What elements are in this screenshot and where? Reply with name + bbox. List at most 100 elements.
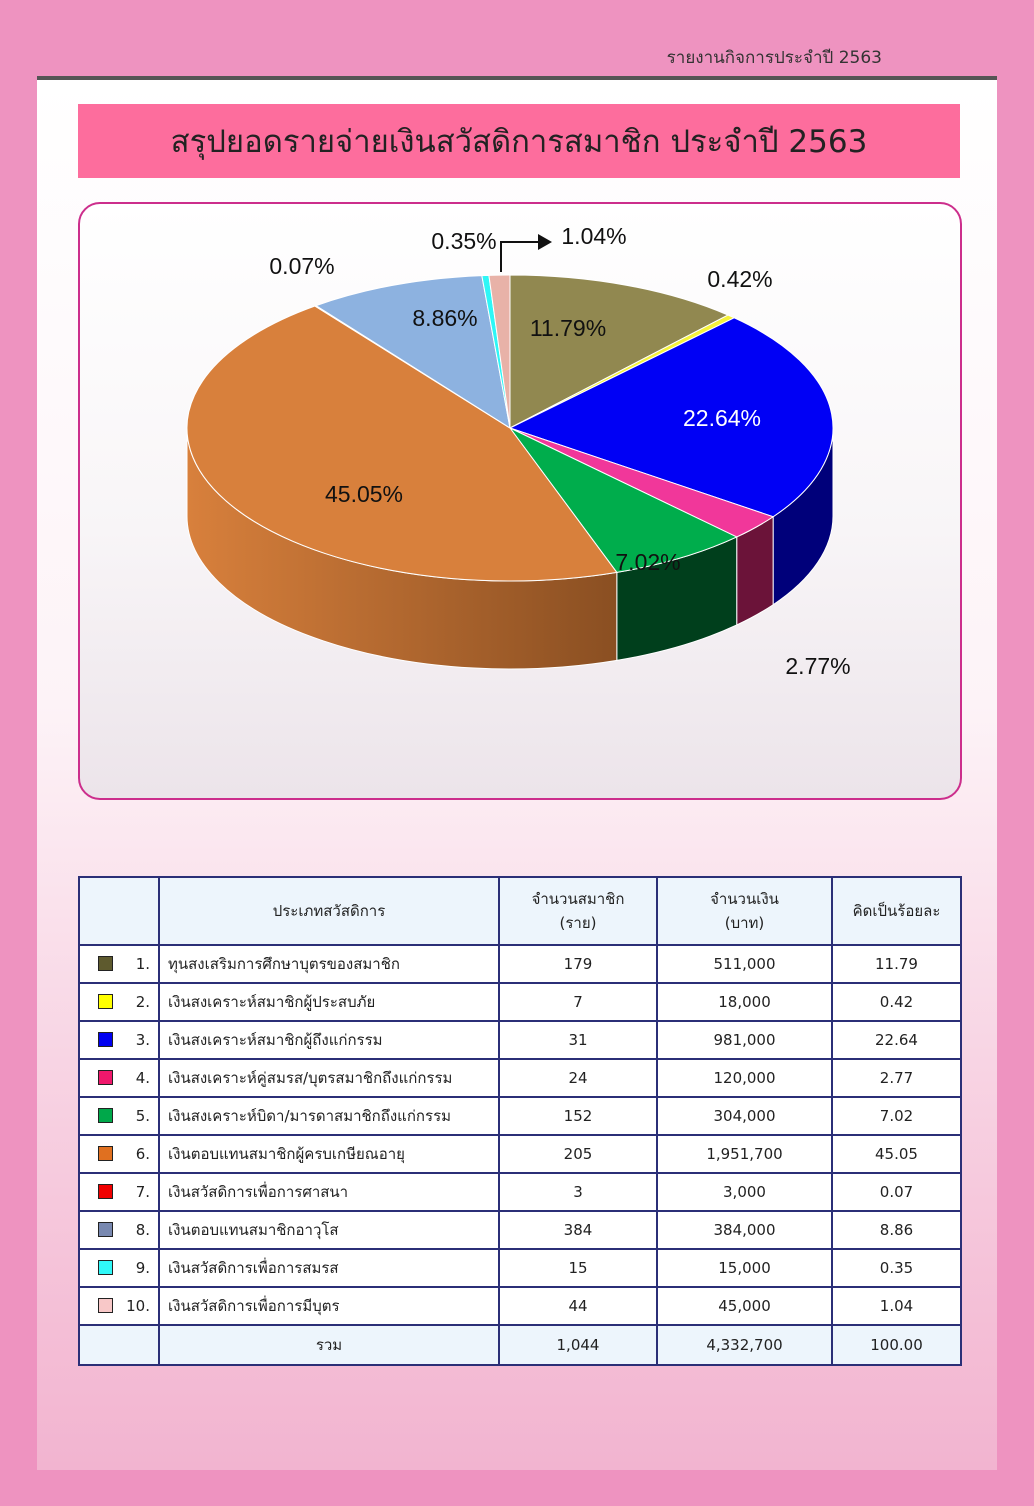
row-amount: 384,000 [656,1210,833,1250]
pie-slice-label: 8.86% [412,305,477,331]
pie-slice-label: 2.77% [785,653,850,679]
row-percent: 2.77 [831,1058,962,1098]
row-number: 7. [135,1183,150,1201]
row-members: 44 [498,1286,658,1326]
row-percent: 0.07 [831,1172,962,1212]
row-legend-cell: 7. [78,1172,160,1212]
row-percent: 8.86 [831,1210,962,1250]
pie-slice [509,274,730,429]
table-row: 8. เงินตอบแทนสมาชิกอาวุโส 384 384,000 8.86 [78,1210,962,1250]
row-legend-cell: 6. [78,1134,160,1174]
row-percent: 11.79 [831,944,962,984]
row-amount: 18,000 [656,982,833,1022]
pie-slice [509,427,738,573]
row-members: 31 [498,1020,658,1060]
row-welfare-type: เงินสงเคราะห์สมาชิกผู้ถึงแก่กรรม [158,1020,500,1060]
row-welfare-type: เงินตอบแทนสมาชิกผู้ครบเกษียณอายุ [158,1134,500,1174]
row-members: 24 [498,1058,658,1098]
row-welfare-type: เงินสวัสดิการเพื่อการสมรส [158,1248,500,1288]
table-row: 1. ทุนสงเสริมการศึกษาบุตรของสมาชิก 179 511,… [78,944,962,984]
row-percent: 1.04 [831,1286,962,1326]
table-row: 7. เงินสวัสดิการเพื่อการศาสนา 3 3,000 0.07 [78,1172,962,1212]
header-type: ประเภทสวัสดิการ [158,876,500,946]
pie-slice-label: 45.05% [325,481,403,507]
pie-chart-panel: 11.79% 0.42% 22.64% 2.77% 7.02% 45.05% 0.07% 8.… [78,202,962,800]
legend-swatch [98,1146,113,1161]
row-amount: 304,000 [656,1096,833,1136]
row-number: 2. [135,993,150,1011]
pie-slice-label: 0.42% [707,266,772,292]
row-welfare-type: เงินสงเคราะห์คู่สมรส/บุตรสมาชิกถึงแก่กรร… [158,1058,500,1098]
pie-slice-label: 1.04% [561,223,626,249]
row-legend-cell: 8. [78,1210,160,1250]
row-amount: 45,000 [656,1286,833,1326]
header-percent: คิดเป็นร้อยละ [831,876,962,946]
row-members: 384 [498,1210,658,1250]
welfare-table: ประเภทสวัสดิการ จำนวนสมาชิก (ราย) จำนวนเง… [78,876,962,1366]
row-legend-cell: 3. [78,1020,160,1060]
row-number: 1. [135,955,150,973]
header-blank [78,876,160,946]
row-amount: 981,000 [656,1020,833,1060]
row-number: 3. [135,1031,150,1049]
row-legend-cell: 4. [78,1058,160,1098]
row-legend-cell: 1. [78,944,160,984]
header-amount: จำนวนเงิน (บาท) [656,876,833,946]
row-percent: 7.02 [831,1096,962,1136]
row-percent: 0.42 [831,982,962,1022]
legend-swatch [98,1032,113,1047]
row-amount: 1,951,700 [656,1134,833,1174]
header-members: จำนวนสมาชิก (ราย) [498,876,658,946]
row-number: 9. [135,1259,150,1277]
row-percent: 45.05 [831,1134,962,1174]
pie-slice-label: 22.64% [683,405,761,431]
table-total-row: รวม 1,044 4,332,700 100.00 [78,1324,962,1366]
row-legend-cell: 5. [78,1096,160,1136]
pie-slice [488,274,511,429]
row-amount: 3,000 [656,1172,833,1212]
table-row: 3. เงินสงเคราะห์สมาชิกผู้ถึงแก่กรรม 31 981,… [78,1020,962,1060]
row-members: 3 [498,1172,658,1212]
legend-swatch [98,1260,113,1275]
row-members: 152 [498,1096,658,1136]
legend-swatch [98,1184,113,1199]
total-blank [78,1324,160,1366]
table-row: 4. เงินสงเคราะห์คู่สมรส/บุตรสมาชิกถึงแก่ก… [78,1058,962,1098]
row-amount: 120,000 [656,1058,833,1098]
row-welfare-type: เงินสวัสดิการเพื่อการศาสนา [158,1172,500,1212]
pie-slice-label: 0.07% [269,253,334,279]
table-row: 9. เงินสวัสดิการเพื่อการสมรส 15 15,000 0.35 [78,1248,962,1288]
page-title: สรุปยอดรายจ่ายเงินสวัสดิการสมาชิก ประจำป… [78,104,960,178]
row-legend-cell: 2. [78,982,160,1022]
row-welfare-type: เงินสวัสดิการเพื่อการมีบุตร [158,1286,500,1326]
row-members: 15 [498,1248,658,1288]
row-members: 205 [498,1134,658,1174]
callout-arrow [500,234,552,272]
row-percent: 22.64 [831,1020,962,1060]
row-number: 10. [126,1297,150,1315]
table-row: 2. เงินสงเคราะห์สมาชิกผู้ประสบภัย 7 18,000 0… [78,982,962,1022]
row-welfare-type: ทุนสงเสริมการศึกษาบุตรของสมาชิก [158,944,500,984]
legend-swatch [98,1222,113,1237]
legend-swatch [98,1298,113,1313]
pie-slice-label: 11.79% [530,315,606,341]
legend-swatch [98,994,113,1009]
total-amount: 4,332,700 [656,1324,833,1366]
row-legend-cell: 9. [78,1248,160,1288]
legend-swatch [98,1108,113,1123]
pie-slice-label: 0.35% [431,228,496,254]
total-members: 1,044 [498,1324,658,1366]
table-row: 6. เงินตอบแทนสมาชิกผู้ครบเกษียณอายุ 205 1,9… [78,1134,962,1174]
row-number: 8. [135,1221,150,1239]
row-percent: 0.35 [831,1248,962,1288]
pie-slice [186,305,618,582]
table-row: 5. เงินสงเคราะห์บิดา/มารดาสมาชิกถึงแก่กรร… [78,1096,962,1136]
legend-swatch [98,1070,113,1085]
row-welfare-type: เงินตอบแทนสมาชิกอาวุโส [158,1210,500,1250]
row-number: 4. [135,1069,150,1087]
row-amount: 15,000 [656,1248,833,1288]
pie-slice [508,317,834,518]
report-header-title: รายงานกิจการประจำปี 2563 [666,48,882,68]
welfare-table-wrapper: ประเภทสวัสดิการ จำนวนสมาชิก (ราย) จำนวนเง… [78,876,962,1366]
row-welfare-type: เงินสงเคราะห์สมาชิกผู้ประสบภัย [158,982,500,1022]
